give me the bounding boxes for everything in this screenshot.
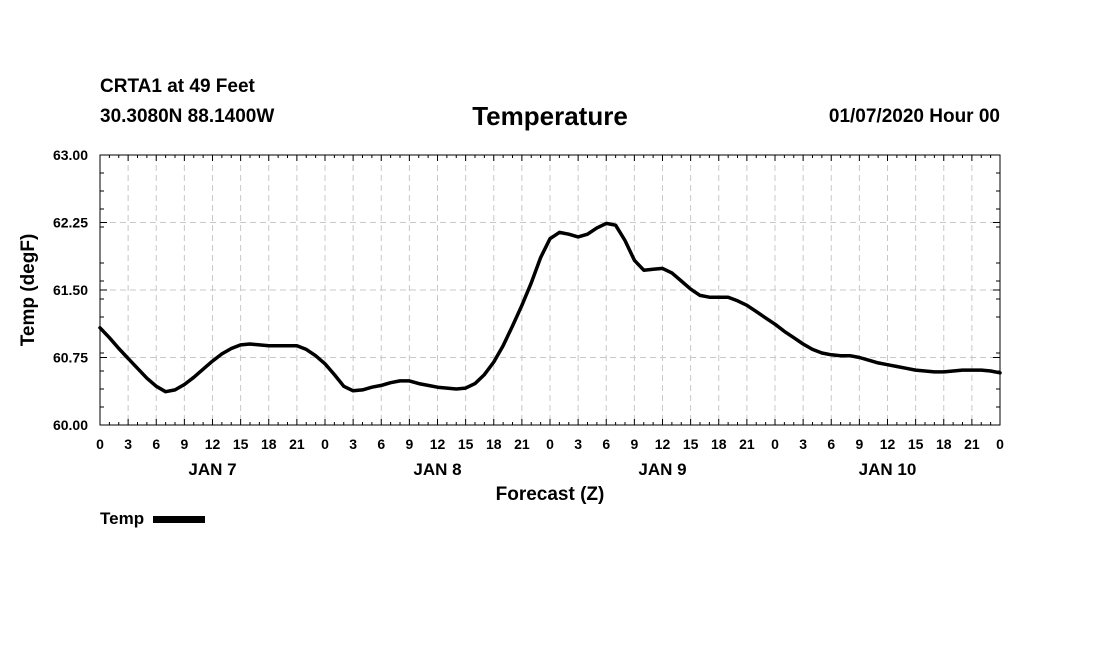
day-label: JAN 10	[859, 460, 917, 479]
x-tick-label: 18	[486, 436, 502, 452]
x-tick-label: 21	[514, 436, 530, 452]
y-axis-title: Temp (degF)	[18, 234, 39, 347]
x-tick-label: 0	[321, 436, 329, 452]
x-tick-label: 15	[458, 436, 474, 452]
x-tick-label: 15	[683, 436, 699, 452]
x-tick-label: 0	[96, 436, 104, 452]
axis-labels: 0 3 6 9 12 15 18 21 0 3 6 9 12 15 18 21 0 3 6 9 12 15 18 21 0 3 6 9…	[53, 147, 1004, 479]
x-tick-label: 9	[405, 436, 413, 452]
x-tick-label: 6	[152, 436, 160, 452]
chart-title: Temperature	[472, 101, 628, 131]
day-label: JAN 8	[413, 460, 461, 479]
x-tick-label: 15	[233, 436, 249, 452]
x-tick-label: 18	[936, 436, 952, 452]
x-tick-label: 3	[574, 436, 582, 452]
station-label: CRTA1 at 49 Feet	[100, 76, 255, 97]
x-tick-label: 6	[377, 436, 385, 452]
legend-swatch	[153, 515, 206, 523]
y-tick-label: 63.00	[53, 147, 88, 163]
y-tick-label: 62.25	[53, 215, 88, 231]
x-tick-label: 15	[908, 436, 924, 452]
y-tick-label: 60.00	[53, 417, 88, 433]
x-tick-label: 12	[430, 436, 446, 452]
x-tick-label: 0	[546, 436, 554, 452]
x-tick-label: 21	[289, 436, 305, 452]
coordinates-label: 30.3080N 88.1400W	[100, 106, 275, 127]
legend: Temp	[100, 509, 206, 529]
series-layer	[98, 221, 1002, 394]
x-tick-label: 12	[880, 436, 896, 452]
x-tick-label: 3	[124, 436, 132, 452]
x-tick-label: 12	[655, 436, 671, 452]
y-tick-label: 60.75	[53, 350, 88, 366]
day-label: JAN 9	[638, 460, 686, 479]
gridlines	[100, 155, 1000, 425]
day-label: JAN 7	[188, 460, 236, 479]
x-tick-label: 9	[180, 436, 188, 452]
y-tick-label: 61.50	[53, 282, 88, 298]
x-tick-label: 6	[827, 436, 835, 452]
x-axis-title: Forecast (Z)	[496, 484, 605, 505]
x-tick-label: 12	[205, 436, 221, 452]
x-tick-label: 3	[799, 436, 807, 452]
temp-series-line	[98, 221, 1002, 394]
x-tick-label: 6	[602, 436, 610, 452]
x-tick-label: 0	[771, 436, 779, 452]
x-tick-label: 21	[739, 436, 755, 452]
legend-label: Temp	[100, 509, 145, 528]
x-tick-label: 18	[711, 436, 727, 452]
x-tick-label: 18	[261, 436, 277, 452]
x-tick-label: 9	[855, 436, 863, 452]
x-tick-label: 0	[996, 436, 1004, 452]
issued-time-label: 01/07/2020 Hour 00	[828, 106, 1000, 127]
x-tick-label: 9	[630, 436, 638, 452]
x-tick-label: 21	[964, 436, 980, 452]
plot-frame	[99, 154, 1001, 426]
x-tick-label: 3	[349, 436, 357, 452]
